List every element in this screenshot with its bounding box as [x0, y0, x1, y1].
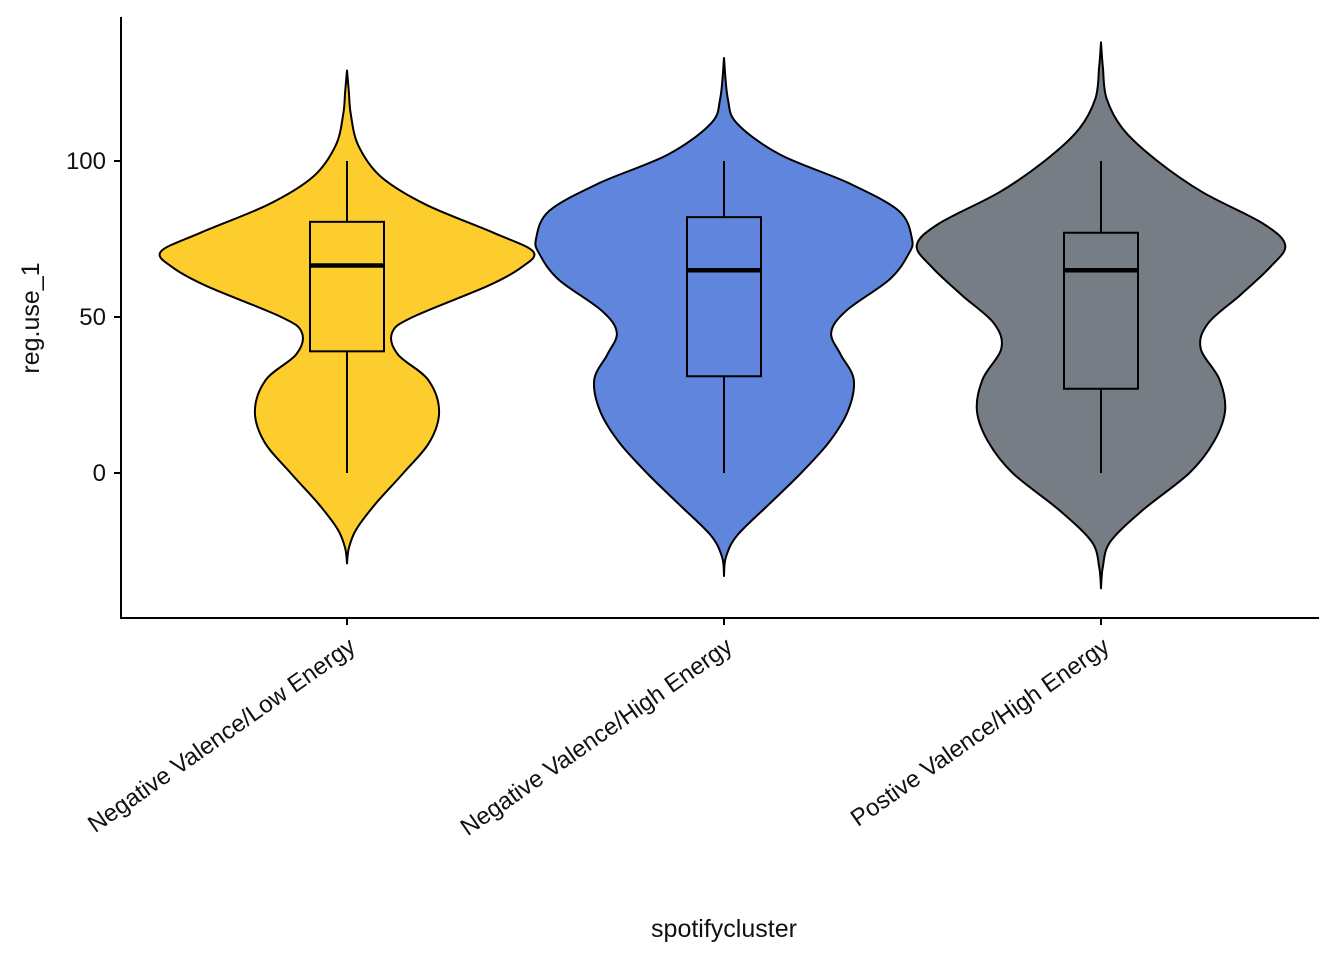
- x-axis-title: spotifycluster: [651, 915, 797, 943]
- y-tick-label: 100: [66, 148, 106, 175]
- box-1: [309, 220, 385, 353]
- box-3: [1063, 231, 1139, 390]
- y-tick-label: 0: [93, 460, 106, 487]
- y-axis-title: reg.use_1: [17, 262, 45, 373]
- y-tick-label: 50: [79, 304, 106, 331]
- x-tick-label: Negative Valence/High Energy: [456, 633, 738, 842]
- x-axis-ticks: Negative Valence/Low Energy Negative Vale…: [83, 618, 1114, 841]
- x-tick-label: Negative Valence/Low Energy: [83, 633, 360, 839]
- boxplot-layer: [309, 161, 1139, 473]
- box-2: [686, 216, 762, 378]
- y-axis-ticks: 0 50 100: [66, 148, 121, 487]
- x-tick-label: Postive Valence/High Energy: [846, 633, 1115, 832]
